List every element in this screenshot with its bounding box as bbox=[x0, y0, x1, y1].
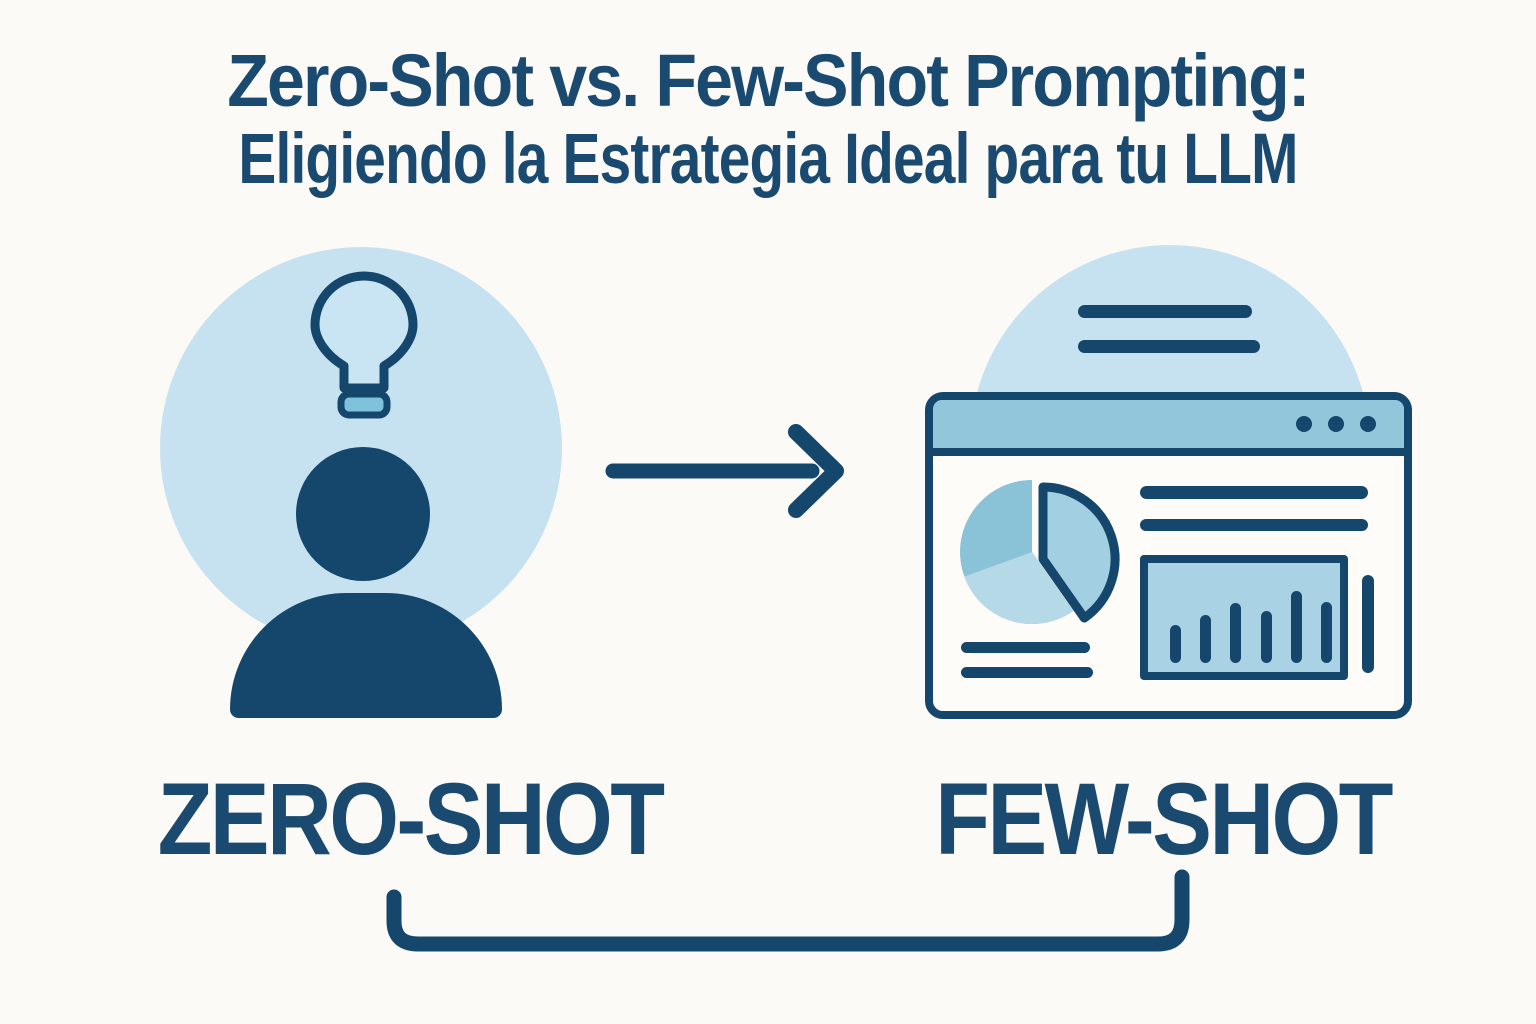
label-few-shot: FEW-SHOT bbox=[935, 762, 1393, 876]
window-dot-icon bbox=[1296, 416, 1312, 432]
label-zero-shot: ZERO-SHOT bbox=[157, 762, 665, 876]
bar bbox=[1260, 611, 1272, 663]
text-line bbox=[961, 642, 1090, 653]
right-arrow-icon bbox=[605, 424, 844, 518]
text-line bbox=[1078, 305, 1252, 318]
bar bbox=[1320, 602, 1332, 663]
text-line bbox=[961, 667, 1093, 678]
person-head-icon bbox=[296, 447, 430, 581]
mini-bar-chart-bars bbox=[1148, 563, 1340, 672]
window-dot-icon bbox=[1360, 416, 1376, 432]
browser-titlebar bbox=[933, 400, 1404, 456]
bar bbox=[1290, 591, 1302, 663]
bracket-connector bbox=[386, 869, 1190, 952]
header: Zero-Shot vs. Few-Shot Prompting: Eligie… bbox=[0, 39, 1536, 199]
pie-chart-icon bbox=[960, 480, 1120, 625]
bar bbox=[1230, 603, 1242, 663]
page-title: Zero-Shot vs. Few-Shot Prompting: bbox=[227, 39, 1310, 122]
bar-chart-panel bbox=[1140, 555, 1348, 680]
window-dot-icon bbox=[1328, 416, 1344, 432]
bar bbox=[1200, 615, 1212, 663]
page-subtitle: Eligiendo la Estrategia Ideal para tu LL… bbox=[238, 120, 1298, 199]
lightbulb-icon bbox=[310, 271, 418, 419]
text-line bbox=[1140, 519, 1368, 531]
panel-accent-line bbox=[1362, 575, 1374, 673]
text-line bbox=[1078, 340, 1260, 353]
text-line bbox=[1140, 486, 1368, 499]
bar bbox=[1170, 625, 1181, 663]
